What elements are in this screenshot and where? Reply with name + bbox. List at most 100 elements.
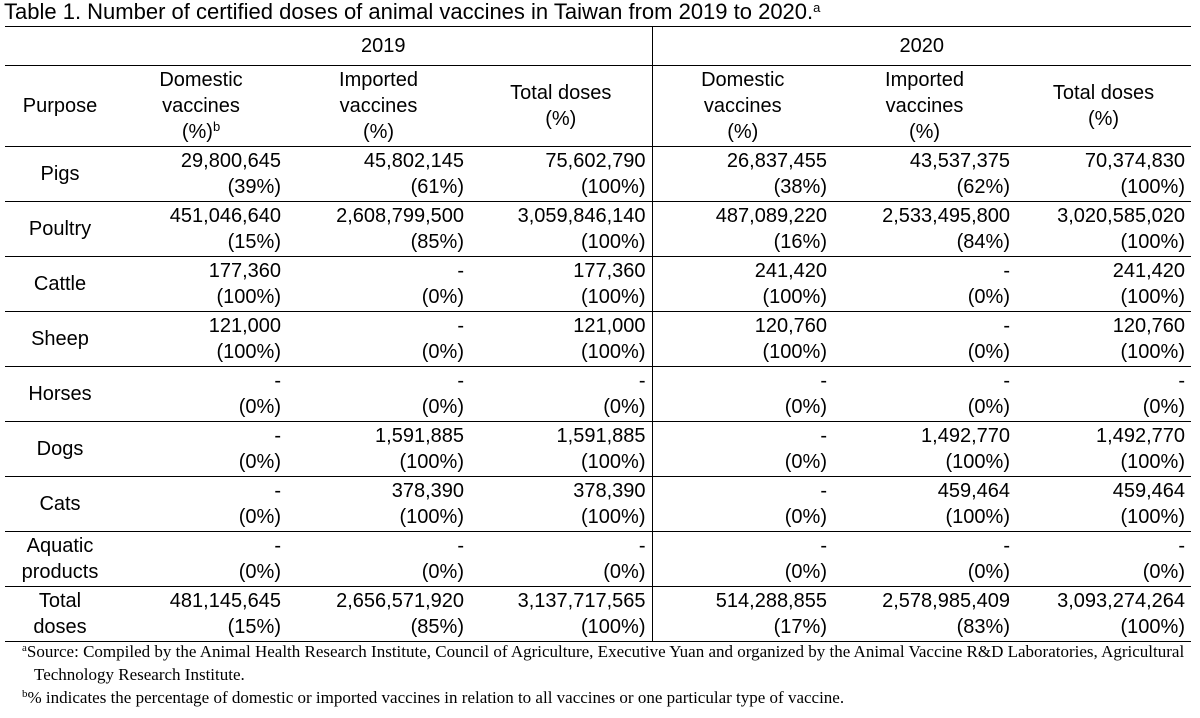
value-cell: - (0%) — [115, 476, 287, 532]
value-cell: 2,656,571,920 (85%) — [287, 586, 470, 642]
table-row: Horses - (0%) - (0%) - (0%) - (0%) - (0%) - (0%) — [5, 366, 1191, 422]
dose-count: 120,760 — [1112, 315, 1185, 337]
dose-percent: (100%) — [581, 506, 646, 528]
dose-percent: (0%) — [603, 561, 646, 583]
dose-percent: (100%) — [1120, 286, 1185, 308]
dose-percent: (100%) — [1120, 616, 1185, 638]
dose-percent: (0%) — [967, 561, 1010, 583]
dose-count: 459,464 — [937, 480, 1010, 502]
dose-percent: (0%) — [421, 286, 464, 308]
value-cell: 459,464 (100%) — [1016, 476, 1191, 532]
dose-percent: (0%) — [967, 396, 1010, 418]
value-cell: 1,492,770 (100%) — [833, 421, 1016, 477]
purpose-cell: Cats — [5, 476, 115, 532]
purpose-cell: Total doses — [5, 586, 115, 642]
table-title: Table 1. Number of certified doses of an… — [4, 0, 820, 24]
dose-percent: (39%) — [227, 176, 281, 198]
dose-count: - — [457, 535, 464, 557]
dose-count: 241,420 — [1112, 260, 1185, 282]
value-cell: 120,760 (100%) — [652, 311, 833, 367]
value-cell: 2,578,985,409 (83%) — [833, 586, 1016, 642]
dose-percent: (100%) — [1120, 506, 1185, 528]
purpose-cell: Poultry — [5, 201, 115, 257]
dose-percent: (100%) — [216, 341, 281, 363]
dose-count: 70,374,830 — [1084, 150, 1185, 172]
dose-count: - — [820, 480, 827, 502]
dose-count: 514,288,855 — [715, 590, 827, 612]
dose-count: 29,800,645 — [180, 150, 281, 172]
value-cell: - (0%) — [287, 531, 470, 587]
value-cell: 1,492,770 (100%) — [1016, 421, 1191, 477]
dose-count: - — [1178, 535, 1185, 557]
value-cell: 241,420 (100%) — [652, 256, 833, 312]
empty-corner-cell — [5, 26, 115, 66]
dose-percent: (0%) — [967, 286, 1010, 308]
dose-count: 451,046,640 — [169, 205, 281, 227]
total-doses-header-2019: Total doses (%) — [470, 65, 653, 147]
value-cell: 29,800,645 (39%) — [115, 146, 287, 202]
value-cell: - (0%) — [833, 366, 1016, 422]
dose-count: 177,360 — [573, 260, 646, 282]
dose-count: 1,591,885 — [375, 425, 464, 447]
value-cell: - (0%) — [287, 311, 470, 367]
dose-percent: (100%) — [762, 286, 827, 308]
value-cell: 2,533,495,800 (84%) — [833, 201, 1016, 257]
value-cell: 177,360 (100%) — [470, 256, 653, 312]
vaccine-doses-table: 2019 2020 Purpose Domestic vaccines (%)b I… — [5, 26, 1191, 642]
value-cell: - (0%) — [115, 421, 287, 477]
dose-percent: (100%) — [581, 176, 646, 198]
dose-percent: (0%) — [238, 506, 281, 528]
dose-percent: (0%) — [238, 561, 281, 583]
table-row: Cattle 177,360 (100%) - (0%) 177,360 (100%) 241… — [5, 256, 1191, 312]
dose-percent: (15%) — [227, 616, 281, 638]
value-cell: - (0%) — [652, 476, 833, 532]
dose-count: 3,020,585,020 — [1057, 205, 1185, 227]
dose-count: 1,492,770 — [921, 425, 1010, 447]
footnote-b: b% indicates the percentage of domestic … — [22, 688, 845, 707]
value-cell: - (0%) — [287, 366, 470, 422]
total-doses-header-2020: Total doses (%) — [1016, 65, 1191, 147]
dose-percent: (100%) — [581, 341, 646, 363]
dose-percent: (0%) — [1142, 561, 1185, 583]
purpose-cell: Sheep — [5, 311, 115, 367]
domestic-vaccines-header-2019: Domestic vaccines (%)b — [115, 65, 287, 147]
year-2019-header: 2019 — [115, 26, 653, 66]
value-cell: 3,093,274,264 (100%) — [1016, 586, 1191, 642]
dose-percent: (100%) — [945, 506, 1010, 528]
dose-count: 487,089,220 — [715, 205, 827, 227]
table-row: Cats - (0%) 378,390 (100%) 378,390 (100%) - (0%)… — [5, 476, 1191, 532]
value-cell: - (0%) — [833, 311, 1016, 367]
table-row: Total doses 481,145,645 (15%) 2,656,571,920 (… — [5, 586, 1191, 642]
dose-percent: (38%) — [773, 176, 827, 198]
value-cell: - (0%) — [115, 366, 287, 422]
table-footnotes: aSource: Compiled by the Animal Health R… — [22, 640, 1192, 709]
dose-count: 45,802,145 — [363, 150, 464, 172]
value-cell: 120,760 (100%) — [1016, 311, 1191, 367]
dose-percent: (0%) — [603, 396, 646, 418]
dose-count: - — [274, 425, 281, 447]
dose-count: - — [1003, 535, 1010, 557]
dose-count: - — [1178, 370, 1185, 392]
dose-count: - — [820, 370, 827, 392]
dose-percent: (0%) — [784, 506, 827, 528]
value-cell: - (0%) — [470, 366, 653, 422]
table-row: Poultry 451,046,640 (15%) 2,608,799,500 (85%… — [5, 201, 1191, 257]
dose-count: 3,059,846,140 — [517, 205, 646, 227]
dose-count: - — [638, 535, 646, 557]
value-cell: 1,591,885 (100%) — [287, 421, 470, 477]
dose-percent: (16%) — [773, 231, 827, 253]
dose-count: - — [1003, 315, 1010, 337]
dose-count: - — [638, 370, 646, 392]
dose-count: 3,093,274,264 — [1057, 590, 1185, 612]
value-cell: 459,464 (100%) — [833, 476, 1016, 532]
dose-percent: (100%) — [581, 616, 646, 638]
dose-percent: (85%) — [410, 616, 464, 638]
value-cell: - (0%) — [652, 531, 833, 587]
value-cell: 177,360 (100%) — [115, 256, 287, 312]
domestic-vaccines-header-2020: Domestic vaccines (%) — [652, 65, 833, 147]
dose-count: 1,591,885 — [556, 425, 646, 447]
dose-percent: (100%) — [581, 231, 646, 253]
dose-count: - — [274, 370, 281, 392]
dose-count: 75,602,790 — [545, 150, 646, 172]
footnote-a: aSource: Compiled by the Animal Health R… — [22, 642, 1185, 684]
